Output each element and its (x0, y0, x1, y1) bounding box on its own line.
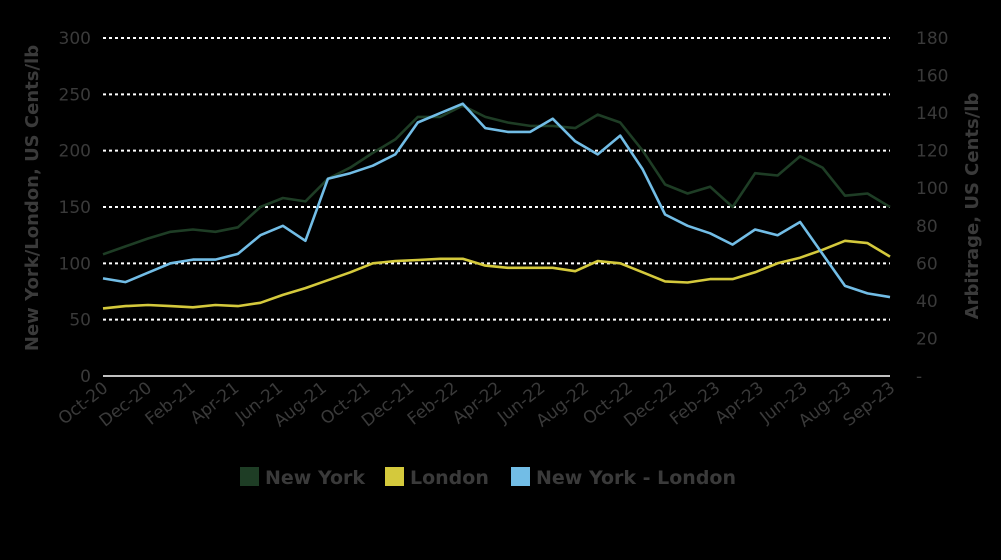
left-y-axis-label: New York/London, US Cents/lb (22, 45, 43, 351)
right-y-tick-label: 20 (916, 329, 938, 349)
x-tick-label: Feb-22 (404, 378, 462, 429)
gridlines (103, 37, 890, 321)
legend-label-new-york: New York (265, 467, 365, 489)
right-y-tick-label: 140 (916, 104, 948, 124)
right-y-tick-label: 60 (916, 254, 938, 274)
right-y-tick-label: 180 (916, 29, 948, 49)
legend-label-new-york-london: New York - London (536, 467, 736, 489)
legend-swatch-new-york (240, 467, 259, 486)
right-y-axis-ticks: - 20 40 60 80 100 120 140 160 180 (916, 29, 948, 387)
x-tick-label: Feb-21 (142, 378, 200, 429)
x-tick-label: Apr-23 (711, 378, 768, 428)
right-y-tick-label: 40 (916, 292, 938, 312)
x-tick-label: Feb-23 (666, 378, 724, 429)
right-y-tick-label: 100 (916, 179, 948, 199)
series-line-new-york-london (102, 102, 891, 299)
left-y-axis-ticks: 0 50 100 150 200 250 300 (59, 29, 91, 387)
left-y-tick-label: 150 (59, 198, 91, 218)
left-y-tick-label: 200 (59, 142, 91, 162)
series-lines (102, 102, 891, 310)
x-axis-ticks: Oct-20Dec-20Feb-21Apr-21Jun-21Aug-21Oct-… (55, 378, 899, 431)
left-y-tick-label: 100 (59, 254, 91, 274)
legend-swatch-new-york-london (511, 467, 530, 486)
legend: New York London New York - London (240, 467, 736, 489)
left-y-tick-label: 250 (59, 85, 91, 105)
right-y-tick-label: 120 (916, 142, 948, 162)
series-line-new-york (102, 104, 891, 256)
series-line-london (102, 239, 891, 310)
right-y-tick-label: - (916, 367, 922, 387)
right-y-tick-label: 160 (916, 67, 948, 87)
right-y-tick-label: 80 (916, 217, 938, 237)
left-y-tick-label: 300 (59, 29, 91, 49)
left-y-tick-label: 0 (80, 367, 91, 387)
right-y-axis-label: Arbitrage, US Cents/lb (962, 93, 983, 320)
x-tick-label: Apr-22 (449, 378, 506, 428)
left-y-tick-label: 50 (69, 311, 91, 331)
legend-swatch-london (385, 467, 404, 486)
legend-label-london: London (410, 467, 489, 489)
x-tick-label: Apr-21 (187, 378, 244, 428)
